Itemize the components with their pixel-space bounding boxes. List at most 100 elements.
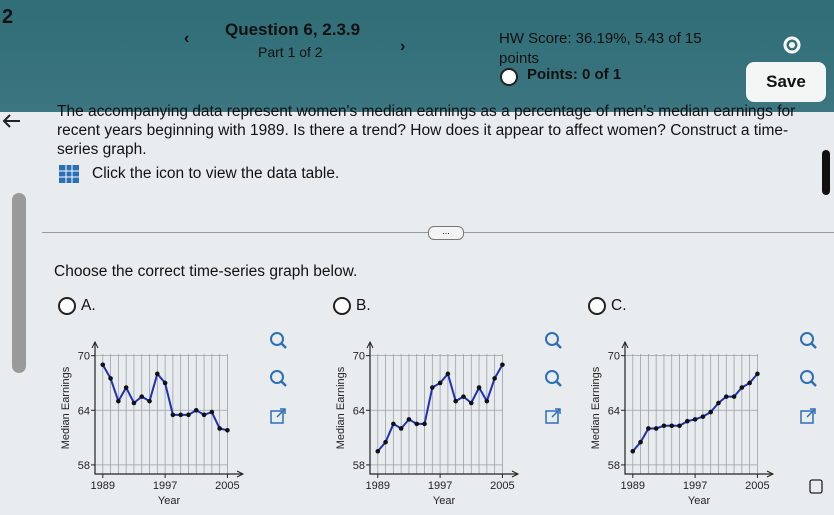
data-point xyxy=(437,380,443,386)
data-point xyxy=(406,417,412,422)
option-label: B. xyxy=(356,297,371,314)
data-point xyxy=(646,426,651,431)
data-point xyxy=(492,376,497,381)
data-point xyxy=(461,394,466,399)
x-tick-label: 1997 xyxy=(683,480,707,492)
icon-handle xyxy=(810,342,817,349)
x-tick-label: 1997 xyxy=(428,480,452,492)
data-point xyxy=(186,412,191,418)
scrollbar-right[interactable] xyxy=(822,150,830,195)
data-point xyxy=(201,412,207,418)
data-point xyxy=(755,371,760,377)
x-axis-title: Year xyxy=(158,495,181,507)
zoom-in-icon[interactable] xyxy=(268,330,288,350)
data-point xyxy=(468,400,474,406)
data-point xyxy=(638,439,643,445)
axis-arrows xyxy=(621,340,775,478)
icon-handle xyxy=(810,380,817,387)
y-tick-label: 70 xyxy=(608,351,620,363)
axis-arrows xyxy=(366,340,520,478)
data-point xyxy=(445,371,451,377)
data-point xyxy=(669,423,675,429)
option-radio[interactable] xyxy=(333,297,351,315)
data-point xyxy=(193,407,199,413)
y-axis-title: Median Earnings xyxy=(590,366,602,449)
x-tick-label: 1989 xyxy=(366,480,390,492)
data-point xyxy=(630,448,636,454)
data-point xyxy=(484,398,490,404)
time-series-chart: 58 64 70 1989 1997 2005 Year Median Earnings xyxy=(590,340,775,507)
option-radio[interactable] xyxy=(58,297,76,315)
points: Points: 0 of 1 xyxy=(527,66,622,83)
y-tick-label: 70 xyxy=(353,351,365,363)
icon-handle xyxy=(280,342,287,349)
y-tick-label: 64 xyxy=(608,405,620,417)
zoom-out-icon[interactable] xyxy=(268,368,288,388)
icon-arrow xyxy=(806,408,816,418)
y-tick-label: 64 xyxy=(78,405,90,417)
table-icon[interactable] xyxy=(58,164,80,184)
zoom-out-icon[interactable] xyxy=(798,368,818,388)
open-icon[interactable] xyxy=(543,406,563,426)
data-point xyxy=(677,423,682,429)
data-point xyxy=(155,371,160,377)
option-label: C. xyxy=(611,297,627,314)
expand-button[interactable]: ... xyxy=(428,226,464,240)
icon-handle xyxy=(555,380,562,387)
data-point xyxy=(685,418,690,424)
data-point xyxy=(131,400,137,406)
open-icon[interactable] xyxy=(798,406,818,426)
x-axis-title: Year xyxy=(688,495,711,507)
data-point xyxy=(383,439,388,445)
x-tick-label: 2005 xyxy=(215,480,239,492)
x-tick-label: 1989 xyxy=(91,480,115,492)
data-point xyxy=(147,398,152,404)
axes xyxy=(624,342,773,475)
zoom-out-icon[interactable] xyxy=(543,368,563,388)
icon-lens xyxy=(800,332,814,346)
open-icon[interactable] xyxy=(268,406,288,426)
bookmark-icon[interactable] xyxy=(808,478,824,496)
data-point xyxy=(178,412,183,418)
scrollbar-left[interactable] xyxy=(12,193,26,373)
y-tick-label: 58 xyxy=(608,460,620,472)
question-text: The accompanying data represent women's … xyxy=(57,103,796,158)
data-point xyxy=(723,394,729,399)
axes xyxy=(369,342,518,475)
data-point xyxy=(414,421,420,427)
prev-button[interactable]: ‹ xyxy=(184,30,190,47)
option-label: A. xyxy=(81,297,96,314)
save-button[interactable]: Save xyxy=(746,62,826,102)
x-tick-label: 1989 xyxy=(621,480,645,492)
data-point xyxy=(398,426,404,431)
zoom-in-icon[interactable] xyxy=(543,330,563,350)
data-point xyxy=(108,376,113,381)
data-point xyxy=(391,421,396,427)
next-button[interactable]: › xyxy=(400,38,406,55)
icon-box xyxy=(800,410,814,424)
data-point xyxy=(225,428,230,433)
data-point xyxy=(422,421,427,427)
data-point xyxy=(123,385,129,390)
data-point xyxy=(708,409,713,415)
header: 2 ‹ Question 6, 2.3.9 Part 1 of 2 › HW S… xyxy=(0,0,834,112)
hw-score: HW Score: 36.19%, 5.43 of 15 points xyxy=(499,30,702,67)
data-point xyxy=(100,362,106,368)
x-tick-label: 2005 xyxy=(490,480,514,492)
data-point xyxy=(139,394,145,399)
bookmark-box xyxy=(809,479,823,494)
question-title: Question 6, 2.3.9 xyxy=(225,20,361,39)
option-radio[interactable] xyxy=(588,297,606,315)
data-point xyxy=(476,385,482,390)
data-point xyxy=(653,426,659,431)
x-tick-label: 1997 xyxy=(153,480,177,492)
time-series-chart: 58 64 70 1989 1997 2005 Year Median Earnings xyxy=(335,340,520,507)
data-point xyxy=(700,414,706,419)
zoom-in-icon[interactable] xyxy=(798,330,818,350)
settings-icon[interactable] xyxy=(781,34,803,56)
data-point xyxy=(217,426,222,431)
data-link[interactable]: Click the icon to view the data table. xyxy=(92,165,340,182)
y-tick-label: 58 xyxy=(78,460,90,472)
back-arrow[interactable] xyxy=(0,112,30,132)
